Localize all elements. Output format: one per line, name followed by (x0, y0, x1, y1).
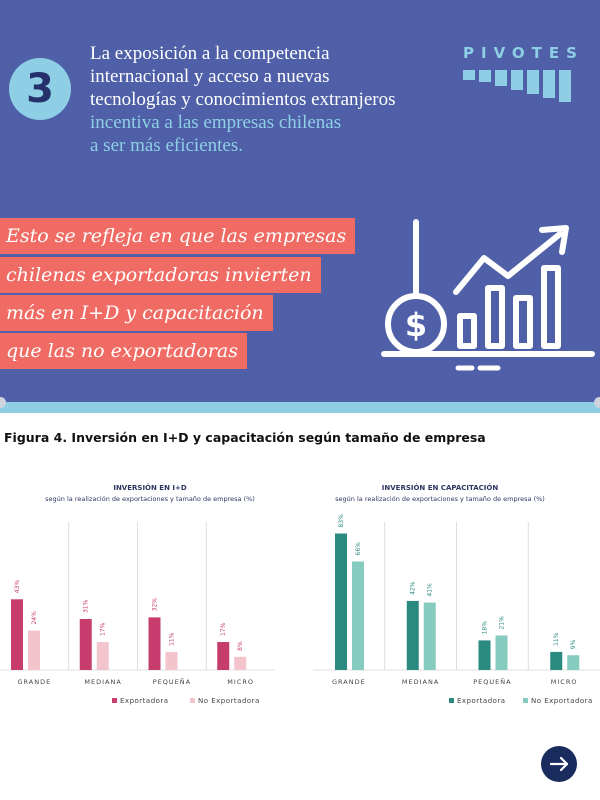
intro-text: La exposición a la competencia internaci… (90, 42, 470, 157)
bar-no-exportadora (352, 561, 364, 670)
bar-exportadora (217, 642, 230, 670)
bar-exportadora (148, 617, 161, 670)
bar-no-exportadora (28, 630, 40, 670)
legend-label: Exportadora (120, 697, 169, 705)
edge-dot (594, 397, 600, 408)
legend-swatch (449, 698, 454, 703)
edge-dot (0, 397, 6, 408)
data-label: 8% (237, 641, 244, 651)
chart-subtitle: según la realización de exportaciones y … (335, 495, 545, 503)
highlight-line: Esto se refleja en que las empresas (0, 218, 356, 254)
bar-exportadora (79, 619, 92, 670)
highlight-line: más en I+D y capacitación (0, 295, 273, 331)
intro-line-highlight: a ser más eficientes. (90, 135, 243, 156)
data-label: 11% (553, 632, 560, 646)
legend-swatch (112, 698, 117, 703)
data-label: 18% (482, 621, 489, 635)
data-label: 42% (410, 581, 417, 595)
chart-title: INVERSIÓN EN I+D (113, 483, 186, 492)
data-label: 83% (338, 514, 345, 528)
x-tick-label: MEDIANA (402, 678, 439, 686)
x-tick-label: PEQUEÑA (473, 677, 511, 686)
legend-swatch (523, 698, 528, 703)
data-label: 31% (83, 599, 90, 613)
dollar-coin-icon: $ (385, 293, 447, 355)
data-label: 32% (152, 598, 159, 612)
x-tick-label: GRANDE (18, 678, 52, 686)
bar-exportadora (550, 651, 563, 670)
data-label: 17% (100, 622, 107, 636)
legend-swatch (190, 698, 195, 703)
chart-title: INVERSIÓN EN CAPACITACIÓN (382, 483, 499, 492)
x-tick-label: MICRO (227, 678, 254, 686)
data-label: 41% (427, 583, 434, 597)
svg-text:$: $ (405, 306, 427, 344)
data-label: 9% (570, 639, 577, 649)
bar-no-exportadora (567, 655, 580, 670)
data-label: 17% (220, 622, 227, 636)
highlight-line: chilenas exportadoras invierten (0, 257, 321, 293)
bar-no-exportadora (423, 602, 436, 670)
data-label: 66% (355, 542, 362, 556)
step-number-badge: 3 (9, 58, 71, 120)
legend-label: Exportadora (457, 697, 506, 705)
arrow-up-icon (453, 231, 563, 295)
legend-label: No Exportadora (531, 697, 593, 705)
data-label: 11% (169, 632, 176, 646)
bar-exportadora (406, 600, 419, 670)
bar-no-exportadora (234, 656, 247, 670)
intro-line-highlight: incentiva a las empresas chilenas (90, 112, 342, 133)
intro-line: La exposición a la competencia (90, 43, 330, 64)
x-tick-label: PEQUEÑA (153, 677, 191, 686)
data-label: 43% (14, 580, 21, 594)
intro-line: internacional y acceso a nuevas (90, 66, 330, 87)
x-tick-label: MEDIANA (84, 678, 121, 686)
data-label: 21% (499, 616, 506, 630)
bar-exportadora (478, 640, 491, 670)
next-button[interactable] (541, 746, 577, 782)
arrow-right-icon (549, 756, 569, 772)
figure-title: Figura 4. Inversión en I+D y capacitació… (4, 430, 486, 445)
bar-no-exportadora (495, 635, 508, 670)
brand-logo: PIVOTES (463, 44, 584, 62)
charts-area: INVERSIÓN EN I+D según la realización de … (0, 483, 600, 705)
header-banner: 3 La exposición a la competencia interna… (0, 0, 600, 402)
chart-subtitle: según la realización de exportaciones y … (45, 495, 255, 503)
x-tick-label: GRANDE (332, 678, 366, 686)
growth-bar-chart-icon (457, 265, 561, 349)
data-label: 24% (31, 611, 38, 625)
intro-line: tecnologías y conocimientos extranjeros (90, 89, 396, 110)
bar-exportadora (335, 533, 347, 670)
legend-label: No Exportadora (198, 697, 260, 705)
x-tick-label: MICRO (551, 678, 578, 686)
bar-no-exportadora (96, 642, 109, 670)
growth-illustration: $ (381, 219, 595, 371)
highlight-line: que las no exportadoras (0, 333, 247, 369)
bar-no-exportadora (165, 651, 178, 670)
bar-exportadora (11, 599, 23, 670)
banner-stripe (0, 402, 600, 413)
